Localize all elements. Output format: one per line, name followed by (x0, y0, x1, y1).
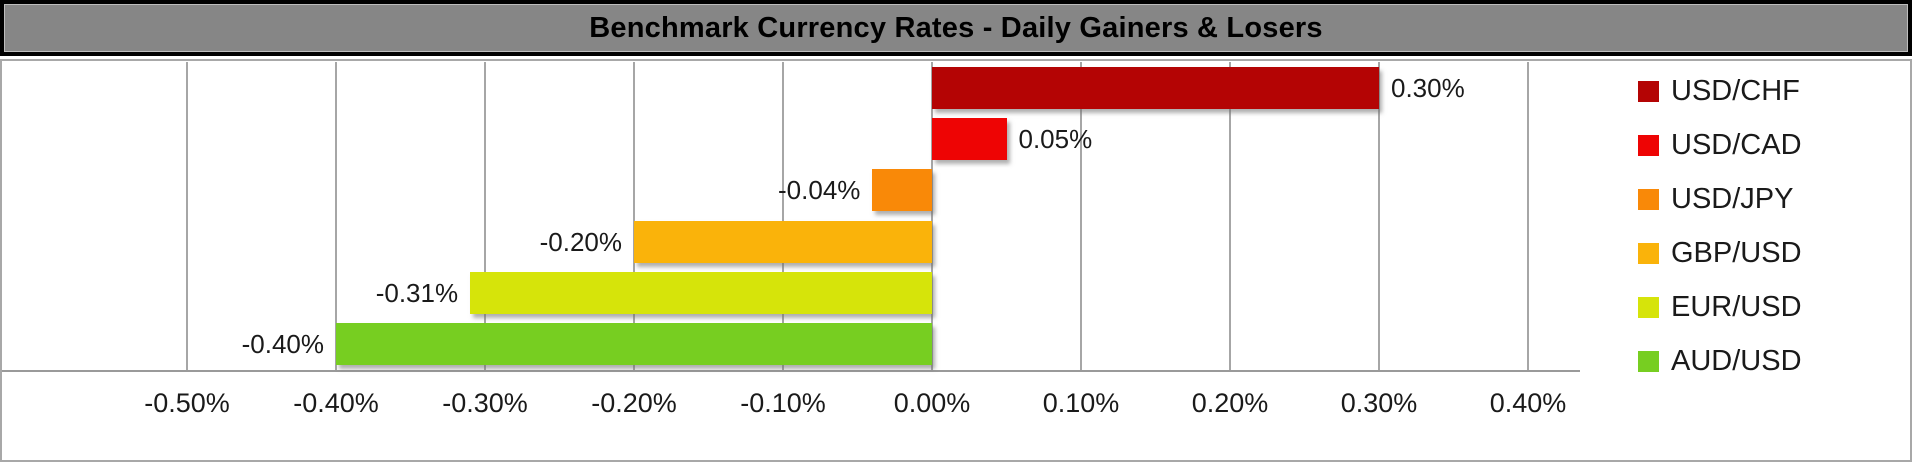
legend: USD/CHF USD/CAD USD/JPY GBP/USD EUR/USD AUD/U… (1638, 64, 1802, 388)
bar-value-label: -0.20% (539, 226, 622, 257)
legend-swatch-icon (1638, 134, 1659, 156)
legend-item-usd-cad: USD/CAD (1638, 118, 1802, 172)
x-axis-line (2, 370, 1580, 372)
gridline (1229, 62, 1231, 370)
x-tick-label: -0.40% (293, 388, 379, 418)
gridline (782, 62, 784, 370)
gridline (1080, 62, 1082, 370)
gridline (1378, 62, 1380, 370)
gridline (484, 62, 486, 370)
bar-gbp-usd (634, 220, 932, 263)
gridline (633, 62, 635, 370)
bar-value-label: 0.05% (1018, 124, 1093, 154)
legend-swatch-icon (1638, 80, 1659, 102)
x-tick-label: 0.30% (1340, 388, 1418, 418)
x-tick-label: -0.10% (740, 388, 826, 418)
x-tick-label: -0.20% (591, 388, 677, 418)
legend-label: EUR/USD (1671, 290, 1802, 323)
legend-item-aud-usd: AUD/USD (1638, 334, 1802, 388)
x-tick-label: 0.40% (1489, 388, 1567, 418)
gridline (186, 62, 188, 370)
legend-item-usd-chf: USD/CHF (1638, 64, 1802, 118)
bar-value-label: -0.04% (778, 175, 861, 206)
bar-usd-jpy (872, 169, 932, 212)
x-tick-label: -0.30% (442, 388, 528, 418)
x-tick-label: -0.50% (144, 388, 230, 418)
x-tick-label: 0.20% (1191, 388, 1269, 418)
legend-item-eur-usd: EUR/USD (1638, 280, 1802, 334)
legend-label: AUD/USD (1671, 344, 1802, 377)
bar-value-label: -0.31% (375, 278, 459, 308)
bar-usd-cad (932, 118, 1007, 160)
legend-swatch-icon (1638, 188, 1659, 210)
bar-eur-usd (470, 272, 932, 314)
bar-aud-usd (336, 323, 932, 366)
chart-title: Benchmark Currency Rates - Daily Gainers… (589, 11, 1323, 44)
legend-swatch-icon (1638, 350, 1659, 372)
legend-label: USD/JPY (1671, 182, 1794, 215)
gridline (1527, 62, 1529, 370)
x-tick-label: 0.10% (1042, 388, 1120, 418)
legend-swatch-icon (1638, 242, 1659, 264)
chart-title-bar: Benchmark Currency Rates - Daily Gainers… (0, 0, 1912, 56)
legend-label: GBP/USD (1671, 236, 1802, 269)
gridline (335, 62, 337, 370)
legend-swatch-icon (1638, 296, 1659, 318)
legend-label: USD/CAD (1671, 128, 1802, 161)
bar-value-label: 0.30% (1391, 72, 1465, 103)
bar-value-label: -0.40% (241, 329, 324, 360)
gridline (931, 62, 933, 370)
legend-label: USD/CHF (1671, 74, 1800, 107)
bar-usd-chf (932, 66, 1379, 109)
x-tick-label: 0.00% (893, 388, 971, 418)
legend-item-gbp-usd: GBP/USD (1638, 226, 1802, 280)
legend-item-usd-jpy: USD/JPY (1638, 172, 1802, 226)
